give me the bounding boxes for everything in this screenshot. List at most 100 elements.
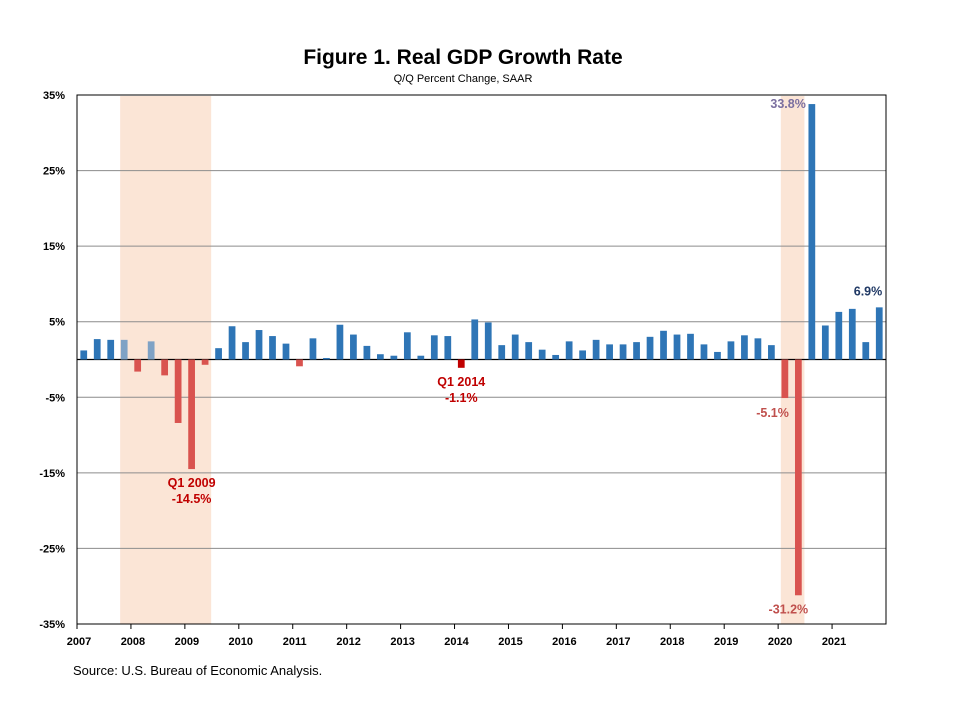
bar-q21 xyxy=(363,345,371,360)
x-tick-label: 2021 xyxy=(822,636,846,648)
x-tick-label: 2012 xyxy=(336,636,360,648)
annotation-label: -1.1% xyxy=(445,391,478,405)
bar-q39 xyxy=(606,344,613,360)
bar-q3 xyxy=(120,339,128,360)
x-tick-label: 2018 xyxy=(660,636,684,648)
bar-q16 xyxy=(296,359,303,367)
bar-q48 xyxy=(727,341,735,360)
bar-q44 xyxy=(673,334,681,360)
y-axis-ticks: 35% 25% 15% 5% -5% -15% -25% -35% xyxy=(39,90,65,631)
bar-q54 xyxy=(808,104,816,360)
bar-q2 xyxy=(107,339,115,360)
bar-q51 xyxy=(768,345,775,360)
bar-q7 xyxy=(174,359,182,423)
bar-q35 xyxy=(552,354,560,360)
annotation-label: -5.1% xyxy=(756,406,789,420)
bar-q28 xyxy=(457,359,465,368)
bar-q4 xyxy=(134,359,142,372)
bar-q42 xyxy=(646,336,654,360)
annotation-label: -14.5% xyxy=(172,492,212,506)
bar-q1 xyxy=(93,339,101,360)
bar-q46 xyxy=(700,344,708,360)
bar-q27 xyxy=(444,336,452,360)
bar-q41 xyxy=(633,342,640,360)
x-axis-ticks: 2007 2008 2009 2010 2011 2012 2013 2014 2015 2016… xyxy=(67,624,846,648)
bar-q29 xyxy=(471,319,479,360)
x-tick-label: 2007 xyxy=(67,636,91,648)
bar-q24 xyxy=(403,332,411,360)
bar-q10 xyxy=(215,348,222,360)
chart-title: Figure 1. Real GDP Growth Rate xyxy=(303,46,622,69)
bar-q30 xyxy=(484,322,492,360)
y-tick-label: 15% xyxy=(43,241,65,253)
bar-q23 xyxy=(390,355,398,360)
bar-q50 xyxy=(754,338,762,360)
bar-q45 xyxy=(687,333,694,360)
bar-q53 xyxy=(794,359,802,596)
bar-q14 xyxy=(269,336,276,360)
x-tick-label: 2010 xyxy=(229,636,253,648)
annotation-label: Q1 2014 xyxy=(437,375,485,389)
bar-q22 xyxy=(377,354,384,360)
bar-q5 xyxy=(147,341,155,360)
bar-q11 xyxy=(228,326,236,360)
bar-q59 xyxy=(875,307,883,360)
y-tick-label: -5% xyxy=(45,392,65,404)
y-tick-label: -35% xyxy=(39,619,65,631)
bar-q33 xyxy=(525,342,533,360)
bar-q32 xyxy=(511,334,519,360)
bar-q0 xyxy=(80,350,88,360)
annotation-label: 33.8% xyxy=(770,97,805,111)
y-tick-label: 25% xyxy=(43,166,65,178)
bar-q49 xyxy=(741,335,748,360)
bar-q17 xyxy=(309,338,317,360)
bar-q31 xyxy=(498,345,506,360)
bar-q57 xyxy=(848,308,856,360)
annotation-label: -31.2% xyxy=(769,602,809,616)
x-tick-label: 2013 xyxy=(390,636,414,648)
annotations: Q1 2009 -14.5% Q1 2014 -1.1% -5.1% -31.2% 33.8… xyxy=(168,97,883,616)
x-tick-label: 2020 xyxy=(768,636,792,648)
source-note: Source: U.S. Bureau of Economic Analysis… xyxy=(73,663,322,678)
gridlines xyxy=(77,170,886,549)
plot-area-border xyxy=(76,94,887,625)
bar-q43 xyxy=(660,330,667,360)
bar-q20 xyxy=(350,334,357,360)
bar-q55 xyxy=(821,325,829,360)
x-tick-label: 2015 xyxy=(498,636,522,648)
bar-q47 xyxy=(714,351,721,360)
bar-q52 xyxy=(781,359,789,399)
bars xyxy=(80,104,883,596)
bar-q58 xyxy=(862,342,870,360)
bar-q12 xyxy=(242,342,249,360)
bar-q9 xyxy=(201,359,209,365)
annotation-label: Q1 2009 xyxy=(168,476,216,490)
x-tick-label: 2011 xyxy=(283,636,307,648)
bar-q36 xyxy=(565,341,573,360)
annotation-label: 6.9% xyxy=(854,284,883,298)
y-tick-label: -15% xyxy=(39,468,65,480)
bar-q38 xyxy=(592,339,600,360)
y-tick-label: -25% xyxy=(39,543,65,555)
bar-q15 xyxy=(282,343,290,360)
x-tick-label: 2008 xyxy=(121,636,145,648)
y-tick-label: 35% xyxy=(43,90,65,102)
bar-q34 xyxy=(538,349,546,360)
bar-q26 xyxy=(430,335,438,360)
bar-q8 xyxy=(188,359,195,470)
bar-q25 xyxy=(417,355,425,360)
chart-subtitle: Q/Q Percent Change, SAAR xyxy=(394,73,533,85)
bar-q13 xyxy=(255,330,263,360)
x-tick-label: 2016 xyxy=(552,636,576,648)
y-tick-label: 5% xyxy=(49,317,65,329)
bar-q40 xyxy=(619,344,627,360)
x-tick-label: 2017 xyxy=(606,636,630,648)
bar-q18 xyxy=(323,357,330,360)
x-tick-label: 2009 xyxy=(175,636,199,648)
bar-q37 xyxy=(579,350,586,360)
bar-q56 xyxy=(835,311,843,360)
x-tick-label: 2019 xyxy=(714,636,738,648)
bar-q19 xyxy=(336,324,344,360)
x-tick-label: 2014 xyxy=(444,636,469,648)
